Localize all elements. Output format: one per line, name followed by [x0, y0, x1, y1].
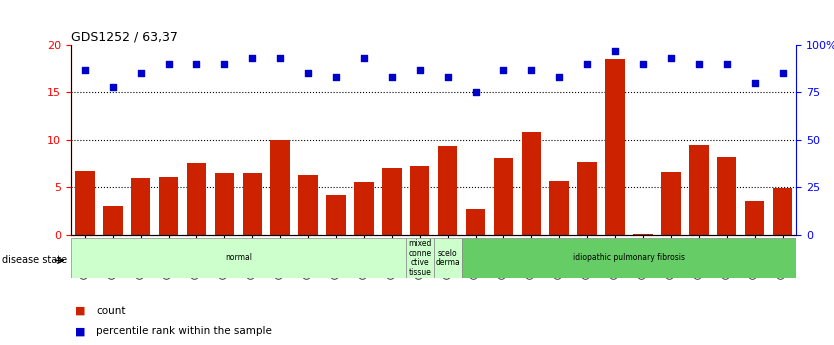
- Point: [525, 67, 538, 72]
- Bar: [326, 195, 346, 235]
- Bar: [465, 209, 485, 235]
- Bar: [158, 177, 178, 235]
- Point: [776, 70, 789, 76]
- Point: [664, 55, 677, 61]
- Text: scelo
derma: scelo derma: [435, 248, 460, 267]
- Point: [692, 61, 706, 67]
- Point: [413, 67, 426, 72]
- Text: normal: normal: [225, 253, 252, 263]
- Point: [134, 70, 148, 76]
- Text: ■: ■: [75, 326, 86, 336]
- Bar: [103, 206, 123, 235]
- Bar: [773, 188, 792, 235]
- Text: mixed
conne
ctive
tissue: mixed conne ctive tissue: [408, 239, 431, 277]
- Point: [301, 70, 314, 76]
- Point: [218, 61, 231, 67]
- Bar: [461, 238, 796, 278]
- Text: disease state: disease state: [2, 256, 67, 265]
- Bar: [577, 161, 597, 235]
- Bar: [243, 173, 262, 235]
- Bar: [521, 132, 541, 235]
- Bar: [354, 183, 374, 235]
- Point: [469, 89, 482, 95]
- Point: [720, 61, 733, 67]
- Text: GDS1252 / 63,37: GDS1252 / 63,37: [71, 31, 178, 44]
- Point: [553, 74, 566, 80]
- Bar: [410, 166, 430, 235]
- Point: [190, 61, 203, 67]
- Text: percentile rank within the sample: percentile rank within the sample: [96, 326, 272, 336]
- Text: ■: ■: [75, 306, 86, 315]
- Point: [497, 67, 510, 72]
- Bar: [438, 146, 457, 235]
- Text: count: count: [96, 306, 125, 315]
- Text: idiopathic pulmonary fibrosis: idiopathic pulmonary fibrosis: [573, 253, 685, 263]
- Bar: [605, 59, 625, 235]
- Bar: [214, 173, 234, 235]
- Bar: [382, 168, 402, 235]
- Bar: [270, 140, 290, 235]
- Bar: [717, 157, 736, 235]
- Bar: [75, 171, 94, 235]
- Bar: [745, 201, 765, 235]
- Bar: [550, 180, 569, 235]
- Point: [329, 74, 343, 80]
- Point: [274, 55, 287, 61]
- Bar: [71, 238, 406, 278]
- Point: [162, 61, 175, 67]
- Point: [106, 84, 119, 89]
- Bar: [187, 164, 206, 235]
- Bar: [131, 178, 150, 235]
- Bar: [494, 158, 513, 235]
- Bar: [661, 172, 681, 235]
- Point: [580, 61, 594, 67]
- Point: [245, 55, 259, 61]
- Point: [78, 67, 92, 72]
- Point: [357, 55, 370, 61]
- Point: [636, 61, 650, 67]
- Bar: [689, 145, 709, 235]
- Bar: [633, 234, 653, 235]
- Point: [608, 48, 621, 53]
- Bar: [434, 238, 461, 278]
- Point: [441, 74, 455, 80]
- Bar: [406, 238, 434, 278]
- Bar: [299, 175, 318, 235]
- Point: [385, 74, 399, 80]
- Point: [748, 80, 761, 86]
